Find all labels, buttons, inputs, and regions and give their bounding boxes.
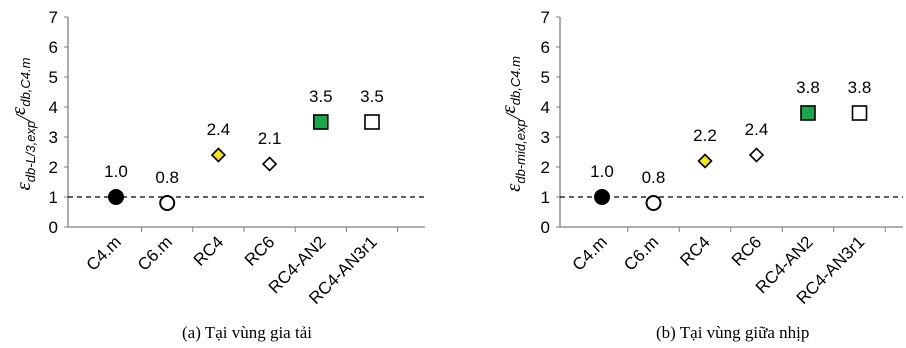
data-point-circle: [159, 195, 176, 211]
chart-caption: (b) Tại vùng giữa nhịp: [656, 323, 809, 342]
data-point-diamond: [748, 147, 765, 163]
data-label: 2.4: [745, 120, 769, 139]
data-label: 3.8: [796, 78, 820, 97]
y-tick-label: 1: [49, 188, 58, 207]
x-category-label: RC4: [190, 232, 227, 269]
y-tick-label: 3: [49, 128, 58, 147]
data-point-square: [851, 105, 868, 121]
y-axis-label-subscript: db,C4.m: [18, 57, 33, 106]
y-tick-label: 0: [49, 218, 58, 237]
x-category-label: RC6: [241, 232, 278, 269]
y-tick-label: 3: [541, 128, 550, 147]
data-point-diamond: [697, 153, 713, 169]
y-tick-label: 0: [541, 218, 550, 237]
data-label: 3.5: [309, 87, 333, 106]
data-label: 3.5: [360, 87, 384, 106]
y-tick-label: 6: [49, 38, 58, 57]
data-label: 0.8: [642, 168, 666, 187]
y-tick-label: 6: [541, 38, 550, 57]
data-label: 3.8: [848, 78, 872, 97]
y-axis-label-subscript: db-L/3,exp: [23, 121, 38, 182]
y-axis-label-subscript: db,C4.m: [508, 56, 523, 105]
y-tick-label: 1: [541, 188, 550, 207]
y-tick-label: 5: [541, 68, 550, 87]
y-axis-label-part: /: [501, 111, 525, 120]
chart-caption: (a) Tại vùng gia tải: [182, 323, 312, 342]
x-category-label: C4.m: [83, 232, 125, 274]
data-point-square: [364, 114, 380, 130]
y-tick-label: 5: [49, 68, 58, 87]
y-tick-label: 2: [541, 158, 550, 177]
y-axis-label: εdb-L/3,exp/εdb,C4.m: [6, 57, 38, 190]
data-label: 0.8: [155, 168, 179, 187]
y-axis-label: εdb-mid,exp/εdb,C4.m: [496, 56, 528, 192]
data-point-square: [800, 105, 816, 121]
y-tick-label: 2: [49, 158, 58, 177]
y-tick-label: 4: [49, 98, 58, 117]
y-axis-label-part: ε: [11, 181, 35, 190]
x-category-label: C6.m: [620, 232, 662, 274]
data-point-diamond: [210, 147, 227, 163]
x-category-label: C6.m: [134, 232, 176, 274]
data-point-circle: [645, 195, 662, 211]
y-axis-label-part: ε: [496, 104, 520, 113]
y-axis-label-part: ε: [501, 183, 525, 192]
y-axis-label-part: /: [11, 113, 35, 122]
y-axis-label-part: ε: [6, 106, 30, 115]
x-category-label: C4.m: [569, 232, 611, 274]
y-tick-label: 7: [49, 8, 58, 27]
y-tick-label: 4: [541, 98, 550, 117]
x-category-label: RC4: [676, 232, 713, 269]
x-category-label: RC6: [728, 232, 765, 269]
data-label: 2.1: [258, 129, 282, 148]
data-point-circle: [594, 189, 610, 205]
y-axis-label-subscript: db-mid,exp: [513, 119, 528, 183]
data-point-diamond: [261, 156, 278, 172]
data-label: 1.0: [104, 162, 128, 181]
data-label: 2.2: [693, 126, 717, 145]
data-label: 2.4: [207, 120, 231, 139]
y-tick-label: 7: [541, 8, 550, 27]
data-label: 1.0: [590, 162, 614, 181]
data-point-circle: [108, 189, 124, 205]
data-point-square: [312, 114, 329, 130]
